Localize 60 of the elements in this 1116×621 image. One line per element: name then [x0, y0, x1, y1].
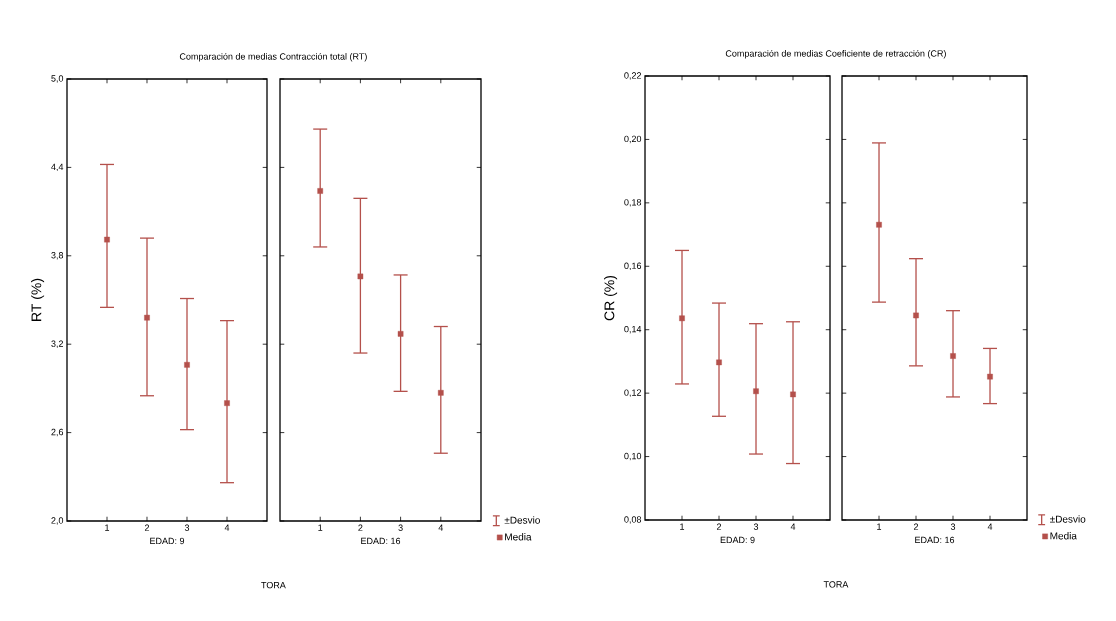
point [913, 312, 919, 319]
x-tick-label: 2 [358, 524, 363, 531]
legend-label: Media [505, 533, 532, 541]
point [317, 188, 323, 194]
point [950, 353, 956, 359]
text: ±Desvio [504, 516, 540, 524]
legend-label: Media [1050, 532, 1077, 540]
x-tick-label: 3 [753, 523, 759, 530]
x-tick-label: 1 [318, 524, 323, 531]
chart-title: Comparación de medias Contracción total (RT) [179, 52, 367, 62]
y-tick-label: 2,0 [51, 517, 64, 525]
y-tick-label: 2,6 [51, 428, 64, 437]
point [753, 388, 759, 395]
y-axis-title: RT (%) [31, 278, 45, 321]
point [876, 221, 882, 228]
x-axis-title: EDAD: 9 [720, 536, 755, 544]
point [224, 400, 230, 406]
y-tick-label: 3,2 [51, 340, 64, 348]
point [679, 315, 685, 322]
point [716, 359, 722, 366]
y-tick-label: 0,18 [624, 199, 642, 207]
x-axis-title: EDAD: 9 [150, 537, 185, 545]
x-tick-label: 3 [950, 523, 956, 530]
point [144, 314, 150, 321]
x-tick-label: 4 [790, 523, 796, 530]
y-tick-label: 0,14 [624, 325, 642, 334]
x-tick-label: 1 [877, 523, 882, 530]
x-tick-label: 4 [438, 524, 444, 531]
x-axis-title: EDAD: 16 [915, 536, 955, 544]
y-tick-label: 0,12 [624, 389, 642, 397]
x-tick-label: 4 [987, 523, 993, 530]
text: ±Desvio [1050, 515, 1086, 523]
y-tick-label: 5,0 [51, 75, 64, 83]
y-tick-label: 0,22 [624, 72, 642, 80]
point [104, 236, 110, 243]
y-tick-label: 3,8 [51, 252, 64, 260]
x-tick-label: 3 [184, 524, 190, 531]
y-axis-title: CR (%) [604, 275, 618, 321]
y-tick-label: 4,4 [51, 163, 64, 172]
point [357, 273, 364, 280]
text: TORA [261, 581, 286, 589]
y-tick-label: 0,08 [624, 516, 642, 524]
text: TORA [823, 581, 849, 588]
x-tick-label: 2 [716, 523, 722, 530]
x-tick-label: 2 [913, 523, 919, 530]
y-tick-label: 0,10 [624, 452, 642, 461]
point [987, 373, 993, 380]
y-tick-label: 0,16 [624, 262, 642, 270]
x-tick-label: 1 [105, 524, 110, 531]
point [184, 362, 190, 368]
point [397, 331, 404, 337]
x-tick-label: 1 [680, 523, 685, 530]
point [438, 390, 444, 396]
x-tick-label: 2 [144, 524, 150, 531]
point [790, 391, 796, 398]
x-axis-title: EDAD: 16 [361, 537, 401, 545]
x-tick-label: 4 [224, 524, 230, 531]
chart-title: Comparación de medias Coeficiente de retracción (CR) [725, 49, 946, 59]
x-tick-label: 3 [398, 524, 403, 531]
y-tick-label: 0,20 [624, 135, 642, 144]
